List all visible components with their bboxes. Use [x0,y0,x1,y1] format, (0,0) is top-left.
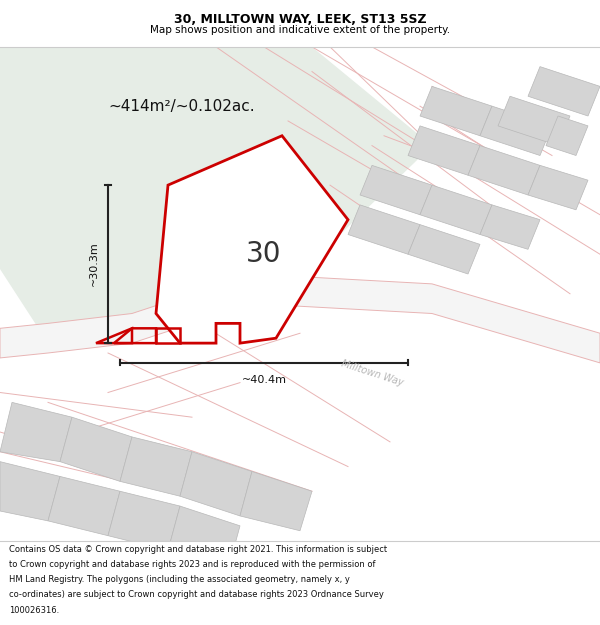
Polygon shape [156,136,348,343]
Text: ~414m²/~0.102ac.: ~414m²/~0.102ac. [108,99,254,114]
Text: co-ordinates) are subject to Crown copyright and database rights 2023 Ordnance S: co-ordinates) are subject to Crown copyr… [9,591,384,599]
Polygon shape [408,224,480,274]
Text: 100026316.: 100026316. [9,606,59,614]
Polygon shape [528,67,600,116]
Polygon shape [480,106,552,156]
Polygon shape [480,205,540,249]
Polygon shape [546,116,588,156]
Polygon shape [528,166,588,210]
Polygon shape [0,462,60,521]
Text: Contains OS data © Crown copyright and database right 2021. This information is : Contains OS data © Crown copyright and d… [9,545,387,554]
Text: Map shows position and indicative extent of the property.: Map shows position and indicative extent… [150,25,450,35]
Polygon shape [0,47,432,343]
Text: 30: 30 [246,240,282,268]
Polygon shape [468,146,540,195]
Polygon shape [0,274,600,363]
Polygon shape [180,452,252,516]
Polygon shape [0,402,72,462]
Polygon shape [60,418,132,481]
Polygon shape [240,471,312,531]
Polygon shape [48,476,120,536]
Text: to Crown copyright and database rights 2023 and is reproduced with the permissio: to Crown copyright and database rights 2… [9,560,376,569]
Polygon shape [420,185,492,234]
Text: Milltown Way: Milltown Way [340,358,404,387]
Text: HM Land Registry. The polygons (including the associated geometry, namely x, y: HM Land Registry. The polygons (includin… [9,575,350,584]
Polygon shape [498,96,570,146]
Polygon shape [360,166,432,215]
Text: ~40.4m: ~40.4m [241,375,287,385]
Polygon shape [420,86,492,136]
Text: 30, MILLTOWN WAY, LEEK, ST13 5SZ: 30, MILLTOWN WAY, LEEK, ST13 5SZ [173,13,427,26]
Polygon shape [168,506,240,570]
Text: ~30.3m: ~30.3m [89,242,99,286]
Polygon shape [120,437,192,496]
Polygon shape [408,126,480,175]
Polygon shape [108,491,180,551]
Polygon shape [348,205,420,254]
